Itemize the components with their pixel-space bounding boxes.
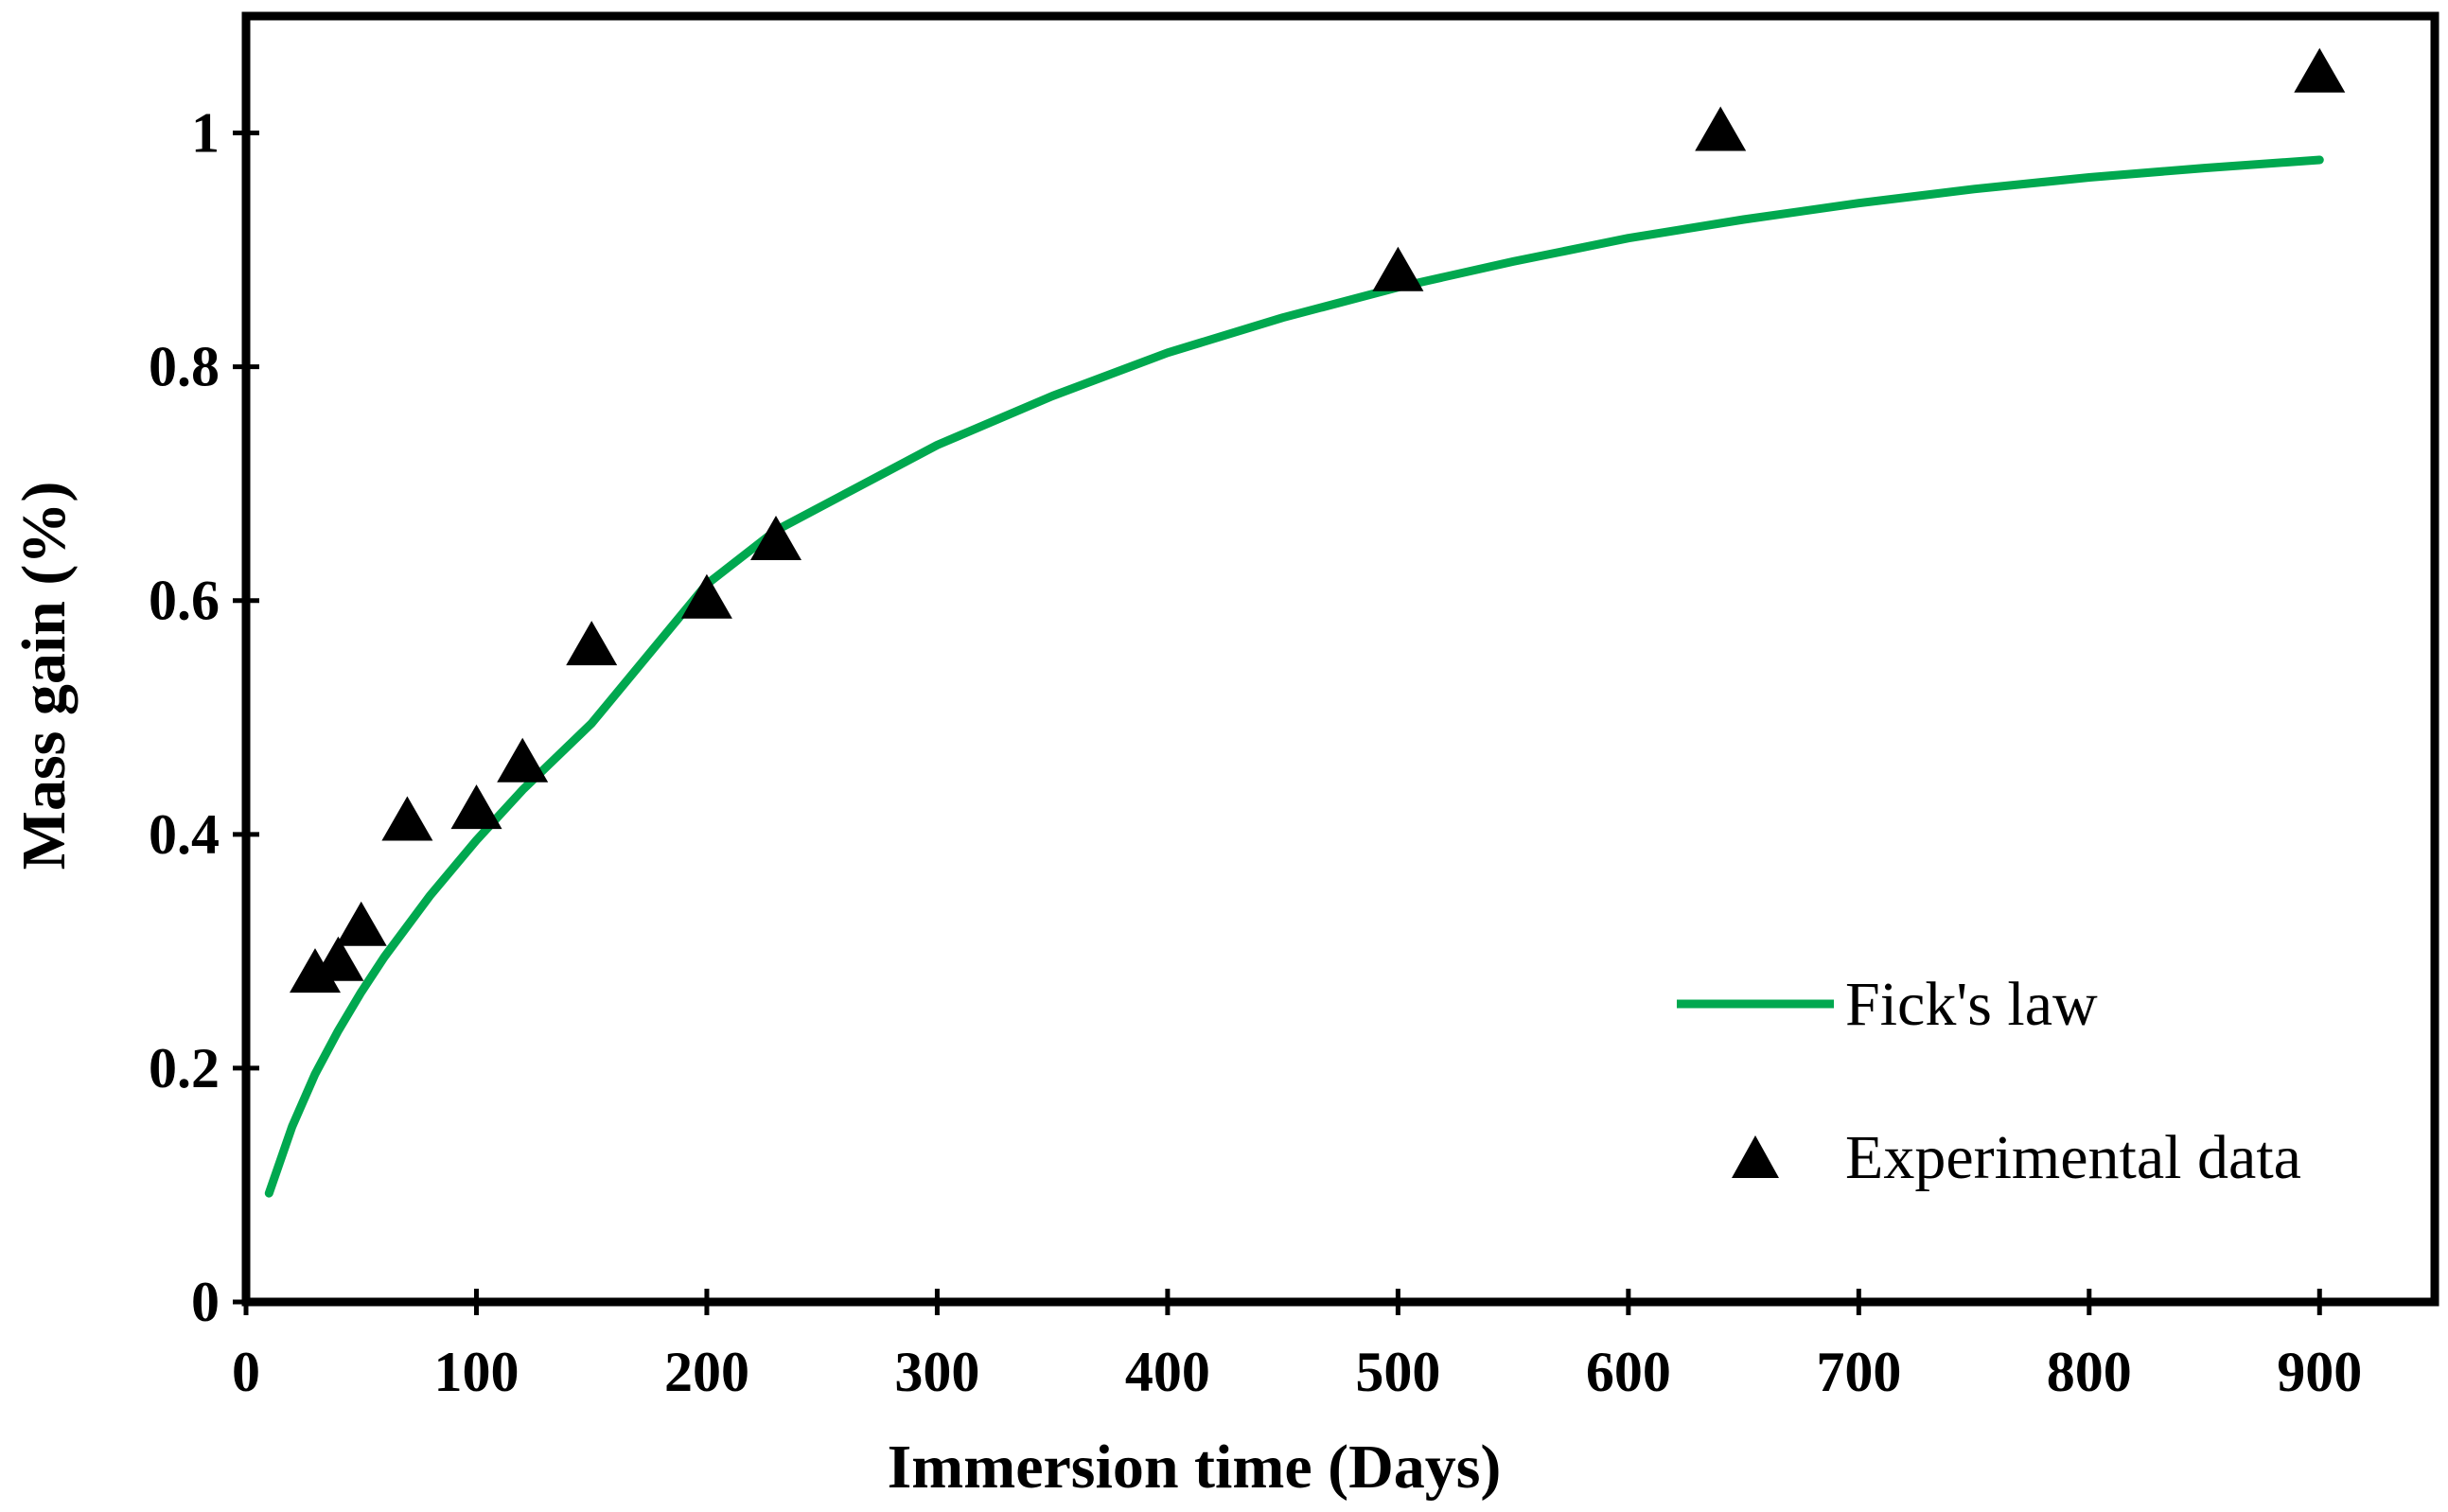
x-tick-label: 900	[2277, 1341, 2362, 1403]
series-layer	[264, 47, 2346, 1198]
y-tick-labels: 0 0.2 0.4 0.6 0.8 1	[149, 102, 220, 1333]
legend-triangle-marker	[1732, 1135, 1779, 1178]
experimental-data-point	[1695, 106, 1747, 151]
y-tick-label: 0.2	[149, 1037, 220, 1099]
experimental-data-point	[1372, 246, 1424, 291]
experimental-data-point	[680, 573, 732, 619]
legend-label-experimental-data: Experimental data	[1845, 1123, 2301, 1192]
experimental-data-point	[750, 516, 801, 560]
x-tick-label: 400	[1125, 1341, 1210, 1403]
experimental-data-point	[290, 948, 341, 993]
experimental-data-point	[566, 621, 618, 666]
experimental-data-point	[450, 784, 502, 830]
y-tick-label: 0.6	[149, 570, 220, 632]
ficks-law-curve	[264, 155, 2324, 1198]
x-tick-label: 700	[1816, 1341, 1901, 1403]
experimental-data-point	[381, 796, 433, 841]
x-axis-title: Immersion time (Days)	[888, 1433, 1502, 1502]
x-tick-label: 100	[433, 1341, 519, 1403]
legend-label-ficks-law: Fick's law	[1845, 970, 2098, 1039]
experimental-data-point	[335, 901, 387, 946]
x-tick-label: 300	[894, 1341, 979, 1403]
y-tick-label: 1	[191, 102, 220, 165]
x-tick-label: 600	[1586, 1341, 1671, 1403]
x-tick-label: 200	[664, 1341, 749, 1403]
x-tick-label: 800	[2047, 1341, 2132, 1403]
x-tick-label: 0	[232, 1341, 260, 1403]
legend: Fick's law Experimental data	[1677, 970, 2301, 1192]
axis-ticks	[233, 131, 2322, 1315]
y-tick-label: 0	[191, 1271, 220, 1333]
x-tick-labels: 0 100 200 300 400 500 600 700 800 900	[232, 1341, 2362, 1403]
experimental-data-point	[312, 936, 364, 981]
y-axis-title: Mass gain (%)	[9, 482, 79, 870]
experimental-data-point	[497, 737, 549, 782]
x-tick-label: 500	[1355, 1341, 1440, 1403]
y-tick-label: 0.4	[149, 803, 220, 866]
plot-frame	[241, 11, 2439, 1307]
experimental-data-point	[2294, 47, 2346, 93]
y-tick-label: 0.8	[149, 336, 220, 398]
